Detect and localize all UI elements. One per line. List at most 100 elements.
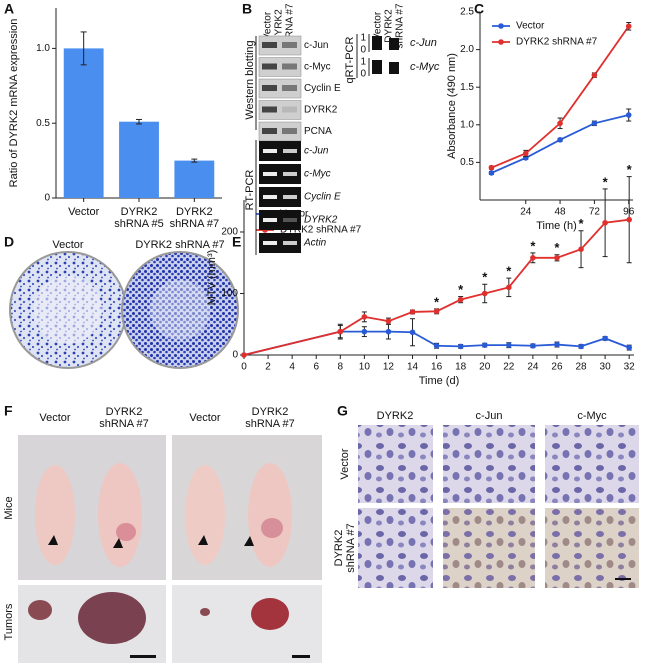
- significance-star: *: [554, 240, 560, 255]
- point: [457, 343, 464, 350]
- legend-label: Vector: [516, 21, 545, 32]
- point: [530, 342, 536, 349]
- band: [262, 128, 277, 134]
- point: [578, 246, 584, 253]
- column-label: Vector: [189, 412, 221, 424]
- rtpcr-label: c-Myc: [304, 169, 331, 180]
- gel-band: [263, 218, 277, 222]
- x-tick-label: 16: [431, 362, 443, 373]
- rtpcr-label: DYRK2: [304, 215, 338, 226]
- bar: [63, 48, 104, 198]
- point: [591, 72, 598, 78]
- mouse: [248, 463, 292, 567]
- arrowheads: [48, 535, 254, 548]
- point: [626, 216, 632, 223]
- gel-band: [263, 241, 277, 245]
- band: [282, 128, 297, 134]
- point: [591, 120, 598, 127]
- panel-letter: F: [4, 403, 13, 419]
- lane-label: Vector: [263, 11, 274, 40]
- significance-star: *: [458, 282, 464, 297]
- x-tick-label: 26: [551, 362, 563, 373]
- band: [282, 85, 297, 91]
- point: [557, 137, 563, 143]
- y-tick-label: 100: [221, 288, 238, 299]
- point: [625, 23, 632, 30]
- y-tick-label: 0.5: [36, 118, 50, 129]
- qrtpcr-label: c-Myc: [410, 61, 440, 73]
- tumor-photo: [172, 585, 322, 663]
- western-label: c-Jun: [304, 40, 328, 51]
- row-label: Tumors: [3, 603, 15, 640]
- tumor: [78, 592, 146, 644]
- point: [433, 308, 440, 315]
- bar: [119, 121, 159, 198]
- column-label: c-Jun: [476, 410, 503, 422]
- panel-letter: D: [4, 234, 14, 250]
- band: [262, 85, 277, 91]
- x-tick-label: 24: [520, 207, 532, 218]
- x-tick-label: 22: [503, 362, 515, 373]
- rtpcr-label: Cyclin E: [304, 192, 341, 203]
- point: [522, 150, 529, 157]
- lane-label: Vector: [373, 11, 384, 40]
- ihc-image: [358, 508, 433, 588]
- y-tick-label: 1.0: [460, 119, 474, 130]
- y-axis-label: Absorbance (490 nm): [446, 53, 458, 159]
- scale-bar: [130, 655, 156, 658]
- western-band: [258, 35, 302, 56]
- legend-label: DYRK2 shRNA #7: [516, 37, 598, 48]
- point: [625, 112, 632, 118]
- significance-star: *: [482, 270, 488, 285]
- ihc-images: [358, 425, 639, 588]
- series-line: [243, 330, 630, 356]
- point: [488, 164, 495, 171]
- qrtpcr-tick-label: 1: [360, 57, 366, 68]
- row-label: Vector: [339, 448, 351, 480]
- point: [554, 255, 560, 261]
- tumor: [200, 608, 210, 616]
- scale-bar: [615, 578, 631, 580]
- band: [282, 63, 297, 70]
- y-tick-label: 0: [44, 193, 50, 204]
- x-tick-label: DYRK2 shRNA #5: [114, 206, 164, 230]
- gel: [259, 210, 301, 230]
- gel-band: [283, 149, 297, 153]
- point: [385, 328, 392, 335]
- scale-bar: [292, 655, 310, 658]
- x-tick-label: 6: [313, 362, 319, 373]
- lane-label: DYRK2shRNA #7: [273, 3, 295, 48]
- point: [488, 170, 495, 176]
- point: [602, 335, 608, 342]
- column-label: DYRK2 shRNA #7: [245, 406, 295, 430]
- western-label: Cyclin E: [304, 83, 341, 94]
- point: [506, 284, 512, 291]
- band: [262, 106, 277, 113]
- band: [262, 42, 277, 48]
- panel-letter: B: [242, 1, 252, 17]
- significance-star: *: [603, 174, 609, 189]
- qrtpcr-bar: [389, 62, 399, 74]
- legend-label: DYRK2 shRNA #7: [280, 225, 362, 236]
- x-tick-label: 48: [555, 207, 567, 218]
- ihc-image: [358, 425, 433, 503]
- point: [557, 120, 563, 127]
- significance-star: *: [627, 162, 633, 177]
- point: [626, 344, 632, 351]
- x-tick-label: 0: [241, 362, 247, 373]
- x-tick-label: 8: [338, 362, 344, 373]
- section-title: RT-PCR: [244, 170, 256, 211]
- y-tick-label: 1.5: [460, 82, 474, 93]
- ihc-image: [545, 508, 639, 588]
- x-tick-label: DYRK2 shRNA #7: [170, 206, 220, 230]
- mouse: [98, 463, 142, 567]
- y-tick-label: 0: [232, 350, 238, 361]
- point: [409, 329, 416, 336]
- x-tick-label: 32: [624, 362, 636, 373]
- column-label: DYRK2: [377, 410, 414, 422]
- lane-label: DYRK2shRNA #7: [383, 3, 405, 48]
- gel: [259, 141, 301, 161]
- x-tick-label: 24: [527, 362, 539, 373]
- plate-label: DYRK2 shRNA #7: [135, 239, 224, 251]
